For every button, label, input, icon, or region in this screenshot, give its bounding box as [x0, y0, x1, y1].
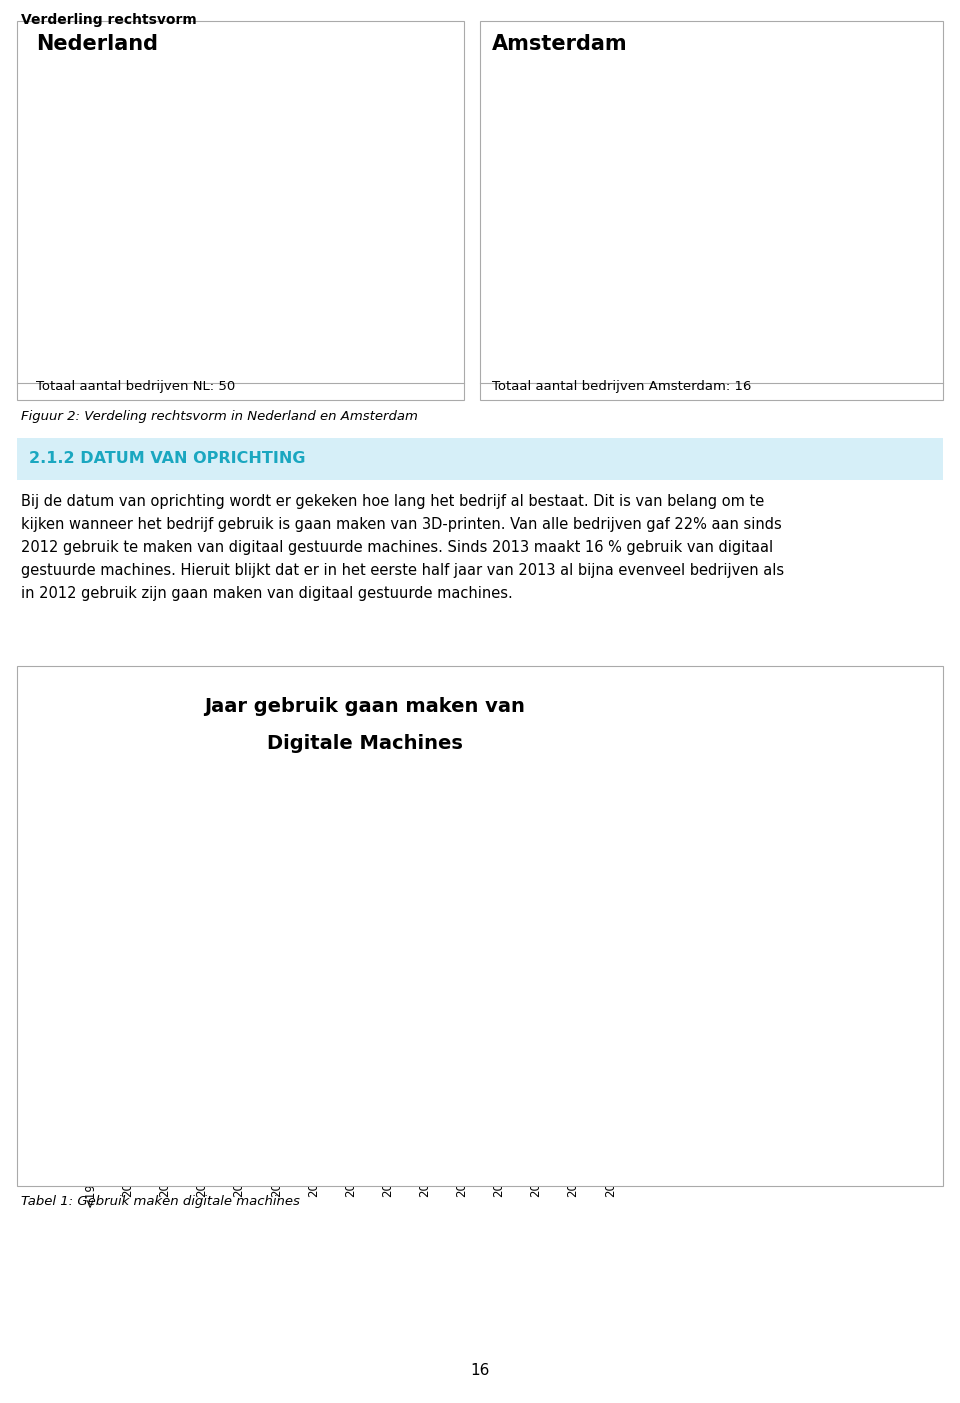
Text: 2%: 2% [132, 136, 155, 149]
Bar [449, 948, 474, 1157]
Bar [115, 1128, 140, 1157]
Text: Digitale Machines: Digitale Machines [267, 734, 463, 753]
Bar [301, 1128, 325, 1157]
Wedge shape [53, 100, 158, 208]
Text: Totaal aantal bedrijven Amsterdam: 16: Totaal aantal bedrijven Amsterdam: 16 [492, 380, 751, 393]
Bar [79, 1038, 103, 1157]
Text: 8%: 8% [81, 1021, 101, 1034]
Wedge shape [158, 100, 266, 302]
Text: 2%: 2% [118, 1111, 137, 1124]
Text: Bij de datum van oprichting wordt er gekeken hoe lang het bedrijf al bestaat. Di: Bij de datum van oprichting wordt er gek… [21, 494, 784, 602]
Text: Jaar gebruik gaan maken van: Jaar gebruik gaan maken van [204, 697, 525, 717]
Bar [487, 948, 511, 1157]
Wedge shape [516, 109, 608, 208]
Wedge shape [607, 109, 706, 304]
Bar [413, 1128, 437, 1157]
Text: 16%: 16% [596, 902, 624, 915]
Legend: Jaar gebruik gaan maken van
'Digitale Machines'.: Jaar gebruik gaan maken van 'Digitale Ma… [658, 814, 874, 852]
Text: 42%: 42% [221, 184, 252, 198]
Text: 2%: 2% [415, 1111, 435, 1124]
Text: Tabel 1: Gebruik maken digitale machines: Tabel 1: Gebruik maken digitale machines [21, 1195, 300, 1208]
Text: Nederland: Nederland [36, 34, 158, 53]
Text: 6%: 6% [526, 1051, 546, 1065]
Bar [561, 829, 586, 1157]
Text: Verderling rechtsvorm: Verderling rechtsvorm [21, 13, 197, 27]
Text: 20%: 20% [83, 153, 114, 167]
Text: 31%: 31% [525, 234, 557, 247]
Bar [598, 919, 622, 1157]
Text: 36%: 36% [89, 253, 121, 265]
Wedge shape [145, 100, 158, 208]
Text: Amsterdam: Amsterdam [492, 34, 627, 53]
Text: 16: 16 [470, 1362, 490, 1378]
Bar [524, 1068, 548, 1157]
Text: 2%: 2% [303, 1111, 324, 1124]
Text: Totaal aantal bedrijven NL: 50: Totaal aantal bedrijven NL: 50 [36, 380, 236, 393]
Wedge shape [510, 171, 608, 304]
Text: 22%: 22% [559, 812, 588, 826]
Wedge shape [51, 187, 210, 314]
Text: 2.1.2 DATUM VAN OPRICHTING: 2.1.2 DATUM VAN OPRICHTING [29, 452, 305, 466]
Text: 14%: 14% [447, 932, 476, 946]
Legend: BV [21], Eenmanszaak
[18], Stichting [1], VOF [10]: BV [21], Eenmanszaak [18], Stichting [1]… [340, 150, 458, 264]
Text: 2%: 2% [266, 1111, 286, 1124]
Text: 50%: 50% [668, 201, 700, 213]
Bar [264, 1128, 288, 1157]
Text: 19%: 19% [541, 150, 573, 163]
Text: 14%: 14% [485, 932, 513, 946]
Legend: BV [8], Eenmanszaak
[5], Stichting [0], VOF [3]: BV [8], Eenmanszaak [5], Stichting [0], … [765, 150, 883, 264]
Text: Figuur 2: Verdeling rechtsvorm in Nederland en Amsterdam: Figuur 2: Verdeling rechtsvorm in Nederl… [21, 410, 418, 422]
Text: Respons: 47: Respons: 47 [657, 971, 733, 985]
